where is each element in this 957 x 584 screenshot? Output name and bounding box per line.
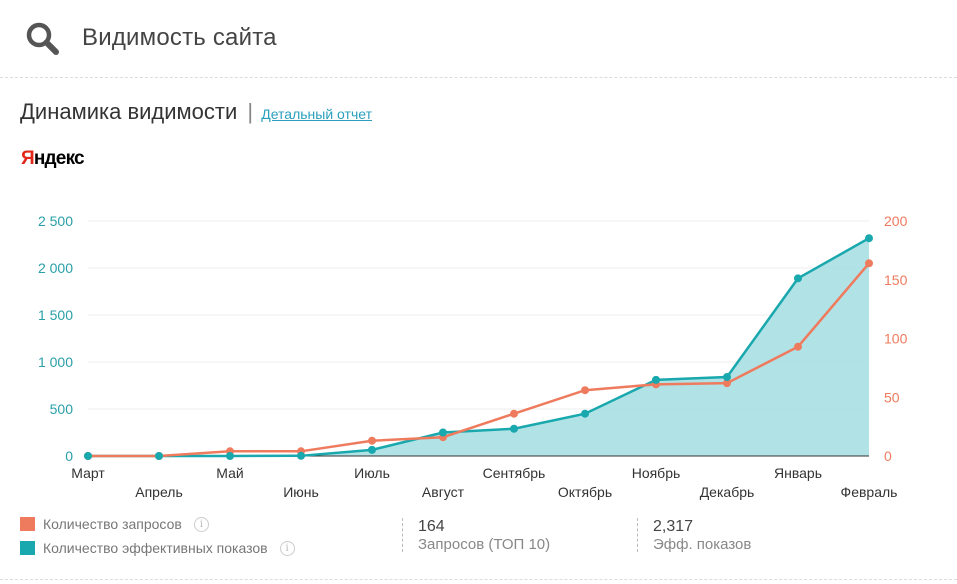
visibility-chart: 0 500 1 000 1 500 2 000 2 500 0 50 100 150 200 Март… <box>38 213 908 500</box>
x-axis-tick-label: Июль <box>354 465 390 481</box>
impressions-point <box>84 452 92 460</box>
left-axis-tick-label: 0 <box>65 448 73 464</box>
stat-label: Запросов (ТОП 10) <box>418 536 551 553</box>
right-axis-tick-label: 0 <box>884 448 892 464</box>
requests-point <box>368 436 376 445</box>
stat-label: Эфф. показов <box>653 536 752 553</box>
x-axis-tick-label: Январь <box>774 465 822 481</box>
info-icon[interactable]: i <box>279 540 295 556</box>
impressions-area <box>88 238 869 456</box>
yandex-logo-first-letter: Я <box>21 148 35 169</box>
title-separator: | <box>247 99 254 124</box>
right-axis-tick-label: 100 <box>884 331 908 347</box>
right-axis-tick-label: 150 <box>884 272 908 288</box>
impressions-line <box>88 237 870 458</box>
right-axis-tick-label: 50 <box>884 389 900 405</box>
left-axis-tick-label: 1 500 <box>38 307 73 323</box>
requests-point <box>794 342 802 351</box>
impressions-point <box>581 409 589 418</box>
left-axis-tick-label: 2 000 <box>38 260 73 276</box>
impressions-point <box>723 373 731 382</box>
yandex-logo-rest: ндекс <box>33 148 85 169</box>
impressions-point <box>865 234 873 243</box>
impressions-point <box>155 452 163 460</box>
info-icon[interactable]: i <box>193 516 209 532</box>
legend-label-impressions: Количество эффективных показов <box>43 540 268 556</box>
legend-label-requests: Количество запросов <box>43 516 182 532</box>
detailed-report-link[interactable]: Детальный отчет <box>261 106 372 122</box>
legend-item-impressions[interactable]: Количество эффективных показов i <box>20 536 295 560</box>
requests-point <box>510 409 518 418</box>
x-axis-tick-label: Декабрь <box>700 484 755 500</box>
page-title: Видимость сайта <box>82 24 277 51</box>
impressions-point <box>226 452 234 460</box>
x-axis-tick-label: Июнь <box>283 484 319 500</box>
stat-effective-impressions: 2,317 Эфф. показов <box>637 518 752 553</box>
x-axis-tick-label: Сентябрь <box>483 465 546 481</box>
impressions-point <box>297 451 305 460</box>
legend-item-requests[interactable]: Количество запросов i <box>20 512 295 536</box>
left-axis-tick-label: 1 000 <box>38 354 73 370</box>
requests-point <box>865 259 873 268</box>
legend-swatch-impressions <box>20 541 35 555</box>
left-axis-tick-label: 2 500 <box>38 213 73 229</box>
impressions-point <box>510 424 518 433</box>
chart-legend: Количество запросов i Количество эффекти… <box>20 512 295 560</box>
footer-divider <box>0 579 957 580</box>
impressions-point <box>652 375 660 384</box>
x-axis-tick-label: Октябрь <box>558 484 612 500</box>
requests-point <box>581 386 589 395</box>
search-icon[interactable] <box>24 20 60 56</box>
left-axis-tick-label: 500 <box>50 401 74 417</box>
x-axis-tick-label: Ноябрь <box>632 465 681 481</box>
x-axis-tick-label: Май <box>216 465 243 481</box>
impressions-point <box>368 445 376 454</box>
right-axis-tick-label: 200 <box>884 213 908 229</box>
yandex-logo: Яндекс <box>21 148 85 170</box>
stat-value: 164 <box>418 518 445 535</box>
stat-value: 2,317 <box>653 518 694 535</box>
stat-requests-top10: 164 Запросов (ТОП 10) <box>402 518 551 553</box>
section-title-text: Динамика видимости <box>20 99 238 124</box>
legend-swatch-requests <box>20 517 35 531</box>
x-axis-tick-label: Август <box>422 484 465 500</box>
x-axis-tick-label: Март <box>71 465 105 481</box>
header: Видимость сайта <box>0 0 957 78</box>
impressions-point <box>439 428 447 437</box>
requests-line <box>88 262 870 458</box>
x-axis-tick-label: Апрель <box>135 484 183 500</box>
impressions-point <box>794 274 802 283</box>
requests-point <box>723 379 731 388</box>
x-axis-tick-label: Февраль <box>841 484 898 500</box>
section-title: Динамика видимости | Детальный отчет <box>20 99 372 125</box>
